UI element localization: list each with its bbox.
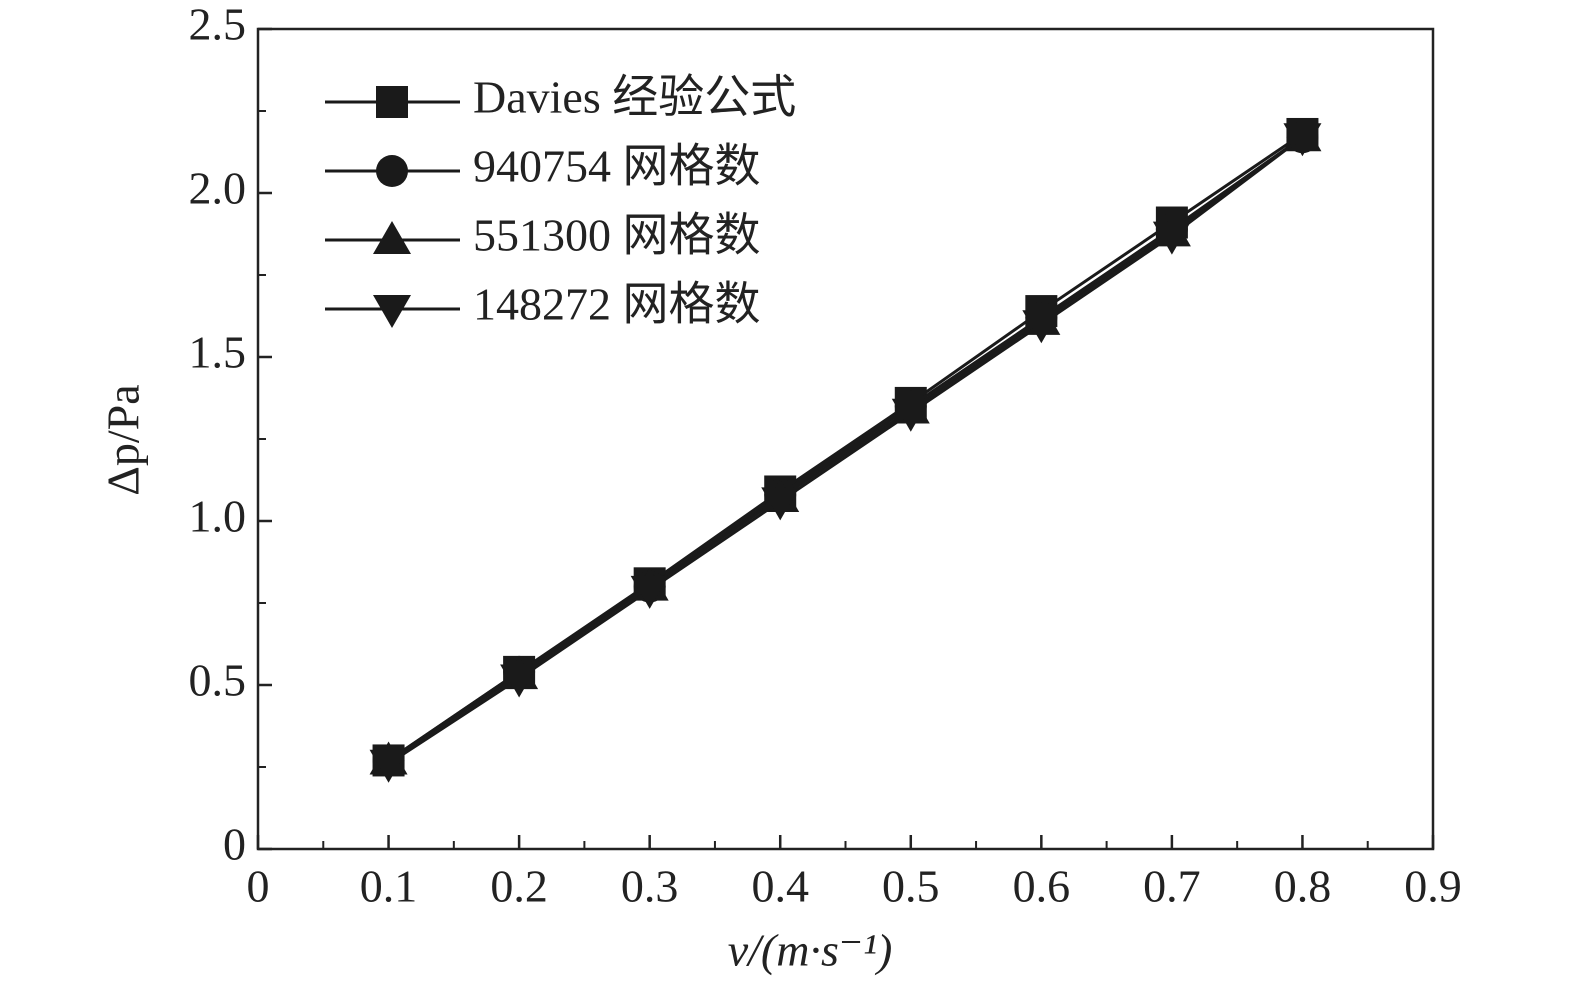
x-tick-label: 0.9: [1404, 861, 1462, 912]
legend-label: 940754 网格数: [473, 141, 761, 192]
legend-marker: [373, 295, 411, 328]
y-tick-label: 0.5: [189, 655, 247, 706]
x-tick-label: 0.8: [1274, 861, 1332, 912]
y-axis-label: Δp/Pa: [98, 384, 149, 495]
x-tick-label: 0.7: [1143, 861, 1201, 912]
x-axis-label: v/(m·s⁻¹): [728, 925, 893, 976]
x-tick-label: 0.4: [751, 861, 809, 912]
y-tick-label: 1.5: [189, 327, 247, 378]
marker: [1152, 221, 1191, 255]
marker: [761, 487, 800, 521]
y-tick-label: 2.5: [189, 0, 247, 50]
series-line: [387, 136, 1304, 762]
series-line: [387, 136, 1304, 765]
marker: [630, 575, 669, 609]
marker: [369, 749, 408, 783]
plot-frame: [256, 27, 1435, 851]
x-tick-label: 0.3: [621, 861, 679, 912]
marker: [1022, 310, 1061, 344]
marker: [500, 664, 539, 698]
series-line: [387, 136, 1304, 762]
x-tick-label: 0.5: [882, 861, 940, 912]
x-tick-label: 0.6: [1013, 861, 1071, 912]
marker: [891, 398, 930, 432]
legend-label: 148272 网格数: [473, 279, 761, 330]
x-tick-label: 0: [247, 861, 270, 912]
x-tick-label: 0.2: [490, 861, 548, 912]
legend-marker: [373, 221, 411, 254]
legend-label: Davies 经验公式: [473, 72, 796, 123]
y-tick-label: 0: [223, 819, 246, 870]
y-tick-label: 1.0: [189, 491, 247, 542]
y-tick-label: 2.0: [189, 163, 247, 214]
x-tick-label: 0.1: [360, 861, 418, 912]
legend-marker: [376, 86, 408, 118]
marker: [1283, 123, 1322, 157]
legend-marker: [376, 155, 408, 187]
legend-label: 551300 网格数: [473, 210, 761, 261]
